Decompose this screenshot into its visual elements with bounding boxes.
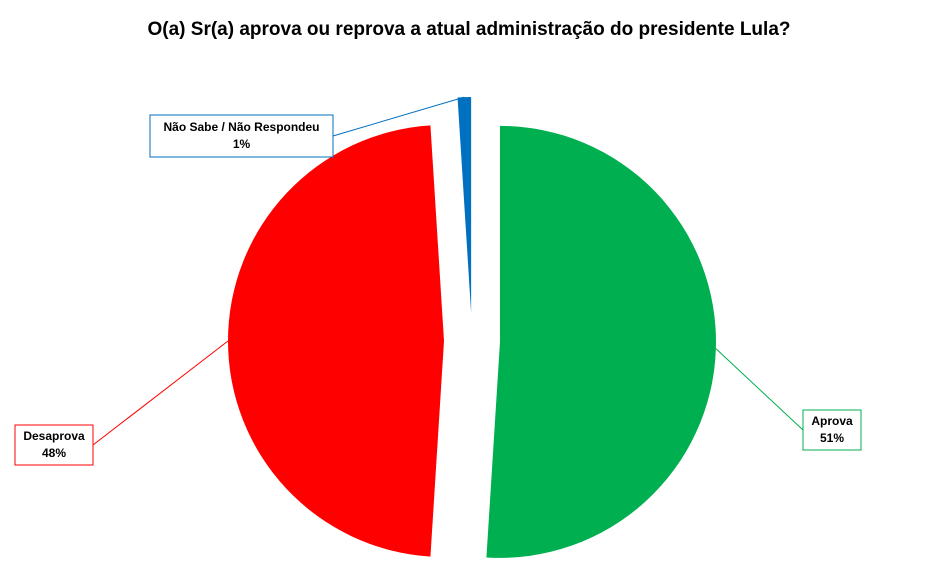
value-label: 1% [233,137,251,151]
slice-label: Aprova [811,414,853,428]
value-label: 48% [42,446,66,460]
value-label: 51% [820,431,844,445]
leader-line [332,96,465,137]
leader-line [715,348,804,431]
label-box [149,114,334,158]
pie-slice [486,125,716,558]
label-box [14,424,94,466]
leader-line [92,340,229,446]
slice-label: Desaprova [23,429,85,443]
label-box [802,409,862,451]
pie-slice [227,125,444,557]
chart-title: O(a) Sr(a) aprova ou reprova a atual adm… [148,19,791,40]
slice-label: Não Sabe / Não Respondeu [163,120,319,134]
pie-slice [457,97,472,314]
